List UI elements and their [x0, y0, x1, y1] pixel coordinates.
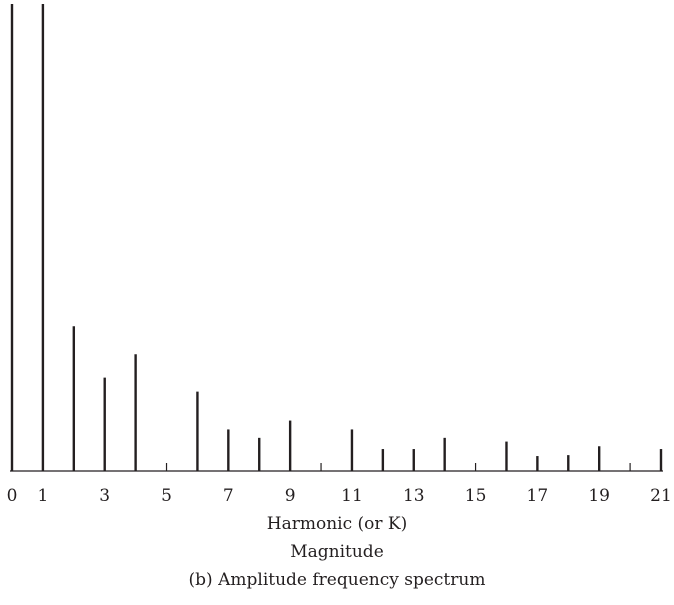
- x-tick-label-1: 1: [37, 486, 48, 506]
- x-tick-label-3: 3: [99, 486, 110, 506]
- x-tick-label-0: 0: [7, 486, 18, 506]
- x-tick-label-13: 13: [403, 486, 425, 506]
- x-tick-label-5: 5: [161, 486, 172, 506]
- chart-title: (b) Amplitude frequency spectrum: [188, 570, 486, 590]
- x-tick-label-19: 19: [588, 486, 610, 506]
- x-tick-label-17: 17: [527, 486, 549, 506]
- bars-group: [10, 4, 663, 471]
- x-tick-label-7: 7: [223, 486, 234, 506]
- x-axis-ticks: [165, 463, 631, 471]
- y-axis-label: Magnitude: [290, 542, 384, 562]
- x-tick-label-9: 9: [285, 486, 296, 506]
- x-tick-label-11: 11: [341, 486, 363, 506]
- x-tick-label-15: 15: [465, 486, 487, 506]
- x-tick-label-21: 21: [650, 486, 672, 506]
- x-axis-label: Harmonic (or K): [266, 514, 408, 534]
- x-axis-tick-labels: 0 1 3 5 7 9 11 13 15 17 19 21: [7, 486, 672, 506]
